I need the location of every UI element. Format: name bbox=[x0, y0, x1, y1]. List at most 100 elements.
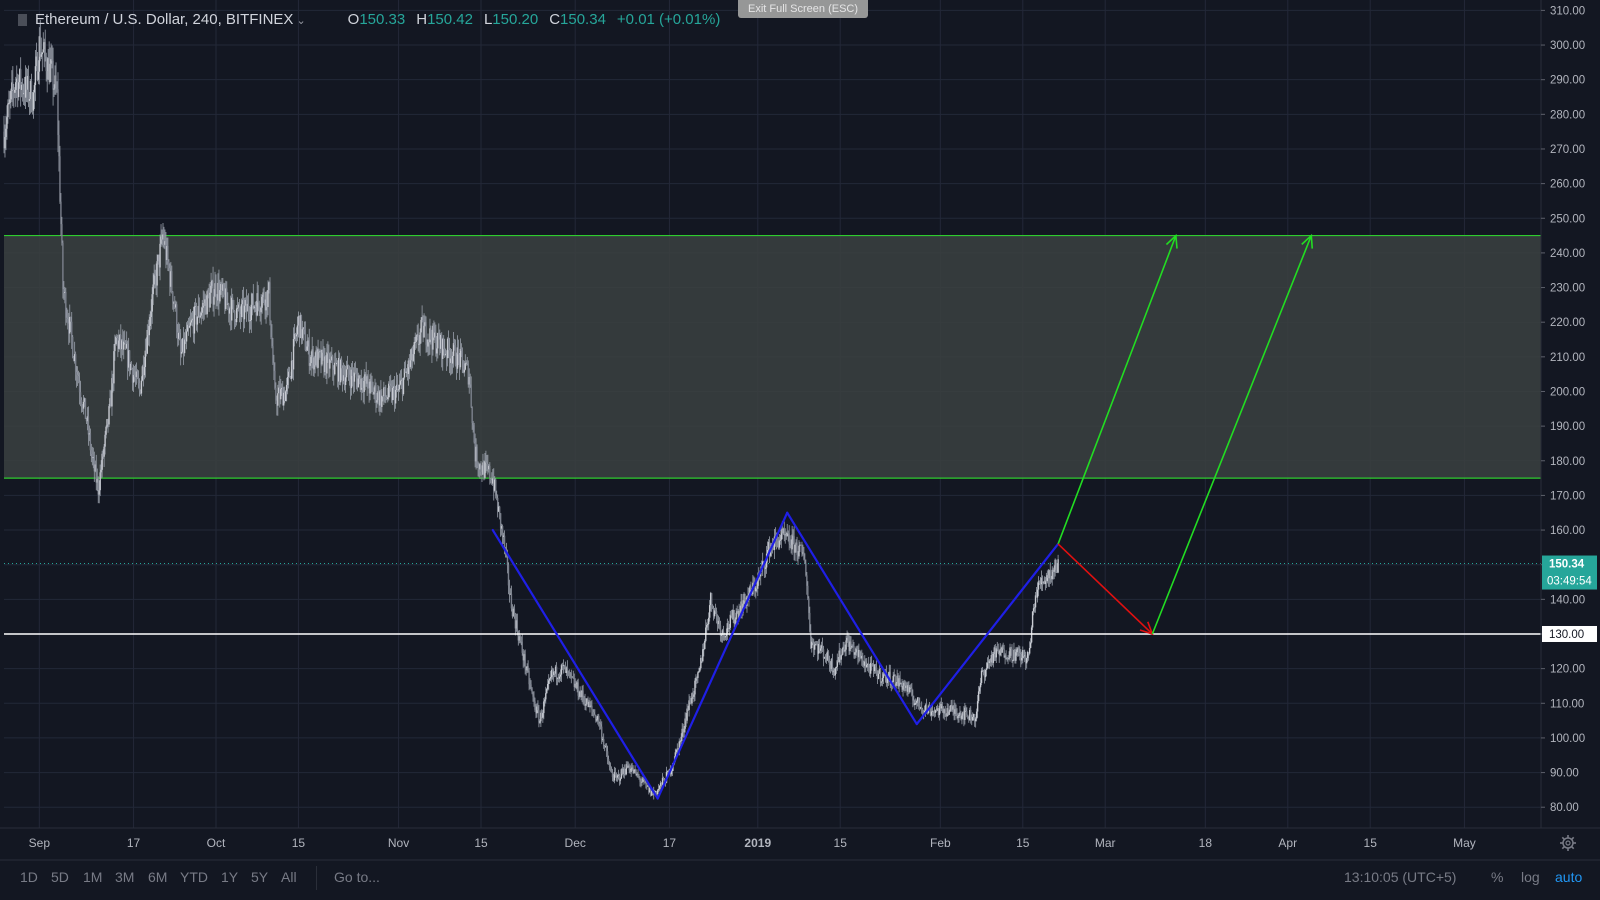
range-5y-button[interactable]: 5Y bbox=[251, 869, 269, 885]
pattern-trend-line[interactable] bbox=[491, 528, 659, 800]
pattern-trend-line[interactable] bbox=[786, 511, 918, 726]
candle-body bbox=[949, 705, 951, 712]
candle-body bbox=[458, 354, 461, 368]
pattern-trend-line[interactable] bbox=[656, 511, 789, 800]
candle-body bbox=[565, 667, 568, 673]
price-tick-label: 110.00 bbox=[1550, 698, 1584, 710]
candle bbox=[593, 708, 595, 718]
candle bbox=[95, 454, 97, 491]
candle-body bbox=[79, 392, 82, 400]
candle-body bbox=[750, 586, 752, 591]
log-scale-toggle[interactable]: log bbox=[1521, 869, 1540, 885]
percent-scale-toggle[interactable]: % bbox=[1491, 869, 1504, 885]
price-tick-label: 290.00 bbox=[1550, 75, 1585, 87]
symbol-title[interactable]: Ethereum / U.S. Dollar, 240, BITFINEX ⌄ bbox=[35, 11, 306, 28]
candle bbox=[278, 380, 280, 394]
candle-body bbox=[528, 671, 530, 685]
candle-body bbox=[114, 343, 116, 352]
candle bbox=[173, 301, 175, 312]
candle bbox=[15, 76, 17, 107]
resistance-zone[interactable] bbox=[4, 235, 1541, 479]
exit-fullscreen-button[interactable]: Exit Full Screen (ESC) bbox=[738, 0, 868, 18]
candle-body bbox=[1046, 575, 1049, 582]
candle-body bbox=[191, 318, 194, 321]
candle-body bbox=[97, 478, 99, 495]
candle-body bbox=[835, 666, 837, 669]
projection-up-arrow-1[interactable] bbox=[1057, 233, 1178, 545]
candle bbox=[29, 79, 32, 114]
candle-body bbox=[352, 375, 355, 382]
candle bbox=[89, 428, 92, 457]
candle-body bbox=[117, 338, 119, 349]
candle-body bbox=[684, 718, 686, 729]
candle-body bbox=[15, 82, 17, 90]
candle bbox=[382, 395, 384, 402]
candle-body bbox=[999, 648, 1001, 656]
candle-body bbox=[713, 610, 716, 617]
candle-body bbox=[702, 649, 704, 662]
candle-body bbox=[836, 660, 838, 667]
candle-body bbox=[385, 396, 387, 398]
candle-body bbox=[973, 714, 976, 722]
candle-body bbox=[813, 642, 815, 650]
pattern-trend-line[interactable] bbox=[915, 542, 1060, 726]
candle-body bbox=[1005, 655, 1007, 660]
candle-body bbox=[211, 280, 213, 286]
candle-body bbox=[957, 716, 959, 718]
candle bbox=[686, 704, 688, 724]
candle-body bbox=[492, 478, 494, 484]
range-1m-button[interactable]: 1M bbox=[83, 869, 103, 885]
candle-body bbox=[112, 378, 114, 384]
candle bbox=[828, 655, 831, 672]
candle-body bbox=[350, 369, 353, 389]
candle-body bbox=[195, 306, 198, 325]
candle-body bbox=[193, 306, 196, 334]
candle bbox=[477, 461, 479, 477]
range-1y-button[interactable]: 1Y bbox=[221, 869, 239, 885]
chevron-down-icon[interactable]: ⌄ bbox=[296, 15, 306, 27]
candle bbox=[177, 324, 179, 347]
candle-body bbox=[272, 346, 274, 364]
candle bbox=[120, 324, 122, 358]
price-axis[interactable] bbox=[1541, 0, 1600, 828]
candle-body bbox=[1011, 648, 1013, 661]
candle-body bbox=[1042, 581, 1045, 583]
range-1d-button[interactable]: 1D bbox=[20, 869, 38, 885]
goto-date-button[interactable]: Go to... bbox=[334, 869, 380, 885]
candle-body bbox=[349, 379, 352, 389]
candle-body bbox=[916, 700, 918, 703]
settings-gear-icon[interactable] bbox=[1558, 833, 1578, 853]
candle-body bbox=[571, 676, 573, 678]
candle bbox=[961, 713, 963, 725]
candle-body bbox=[19, 69, 22, 90]
range-6m-button[interactable]: 6M bbox=[148, 869, 168, 885]
candle bbox=[486, 454, 488, 472]
candle bbox=[296, 316, 299, 342]
candle bbox=[371, 375, 373, 393]
candle-body bbox=[543, 701, 545, 714]
candle bbox=[627, 761, 629, 768]
candle-body bbox=[1016, 649, 1018, 653]
clock-timezone[interactable]: 13:10:05 (UTC+5) bbox=[1344, 869, 1457, 885]
candle-body bbox=[204, 299, 206, 306]
candle-body bbox=[452, 343, 455, 356]
auto-scale-toggle[interactable]: auto bbox=[1555, 869, 1583, 885]
range-5d-button[interactable]: 5D bbox=[51, 869, 69, 885]
range-ytd-button[interactable]: YTD bbox=[180, 869, 208, 885]
candle-body bbox=[583, 698, 585, 701]
range-all-button[interactable]: All bbox=[281, 869, 297, 885]
candle bbox=[589, 697, 591, 713]
candle bbox=[251, 293, 254, 316]
projection-up-arrow-2[interactable] bbox=[1151, 233, 1314, 635]
candle-body bbox=[202, 302, 204, 308]
candle-body bbox=[3, 131, 5, 149]
candle bbox=[489, 462, 491, 485]
candle-body bbox=[357, 378, 360, 388]
candle bbox=[879, 667, 882, 687]
candle bbox=[321, 349, 323, 367]
candle-body bbox=[772, 546, 775, 550]
candle-body bbox=[857, 648, 859, 658]
range-3m-button[interactable]: 3M bbox=[115, 869, 135, 885]
candle-body bbox=[398, 384, 401, 390]
